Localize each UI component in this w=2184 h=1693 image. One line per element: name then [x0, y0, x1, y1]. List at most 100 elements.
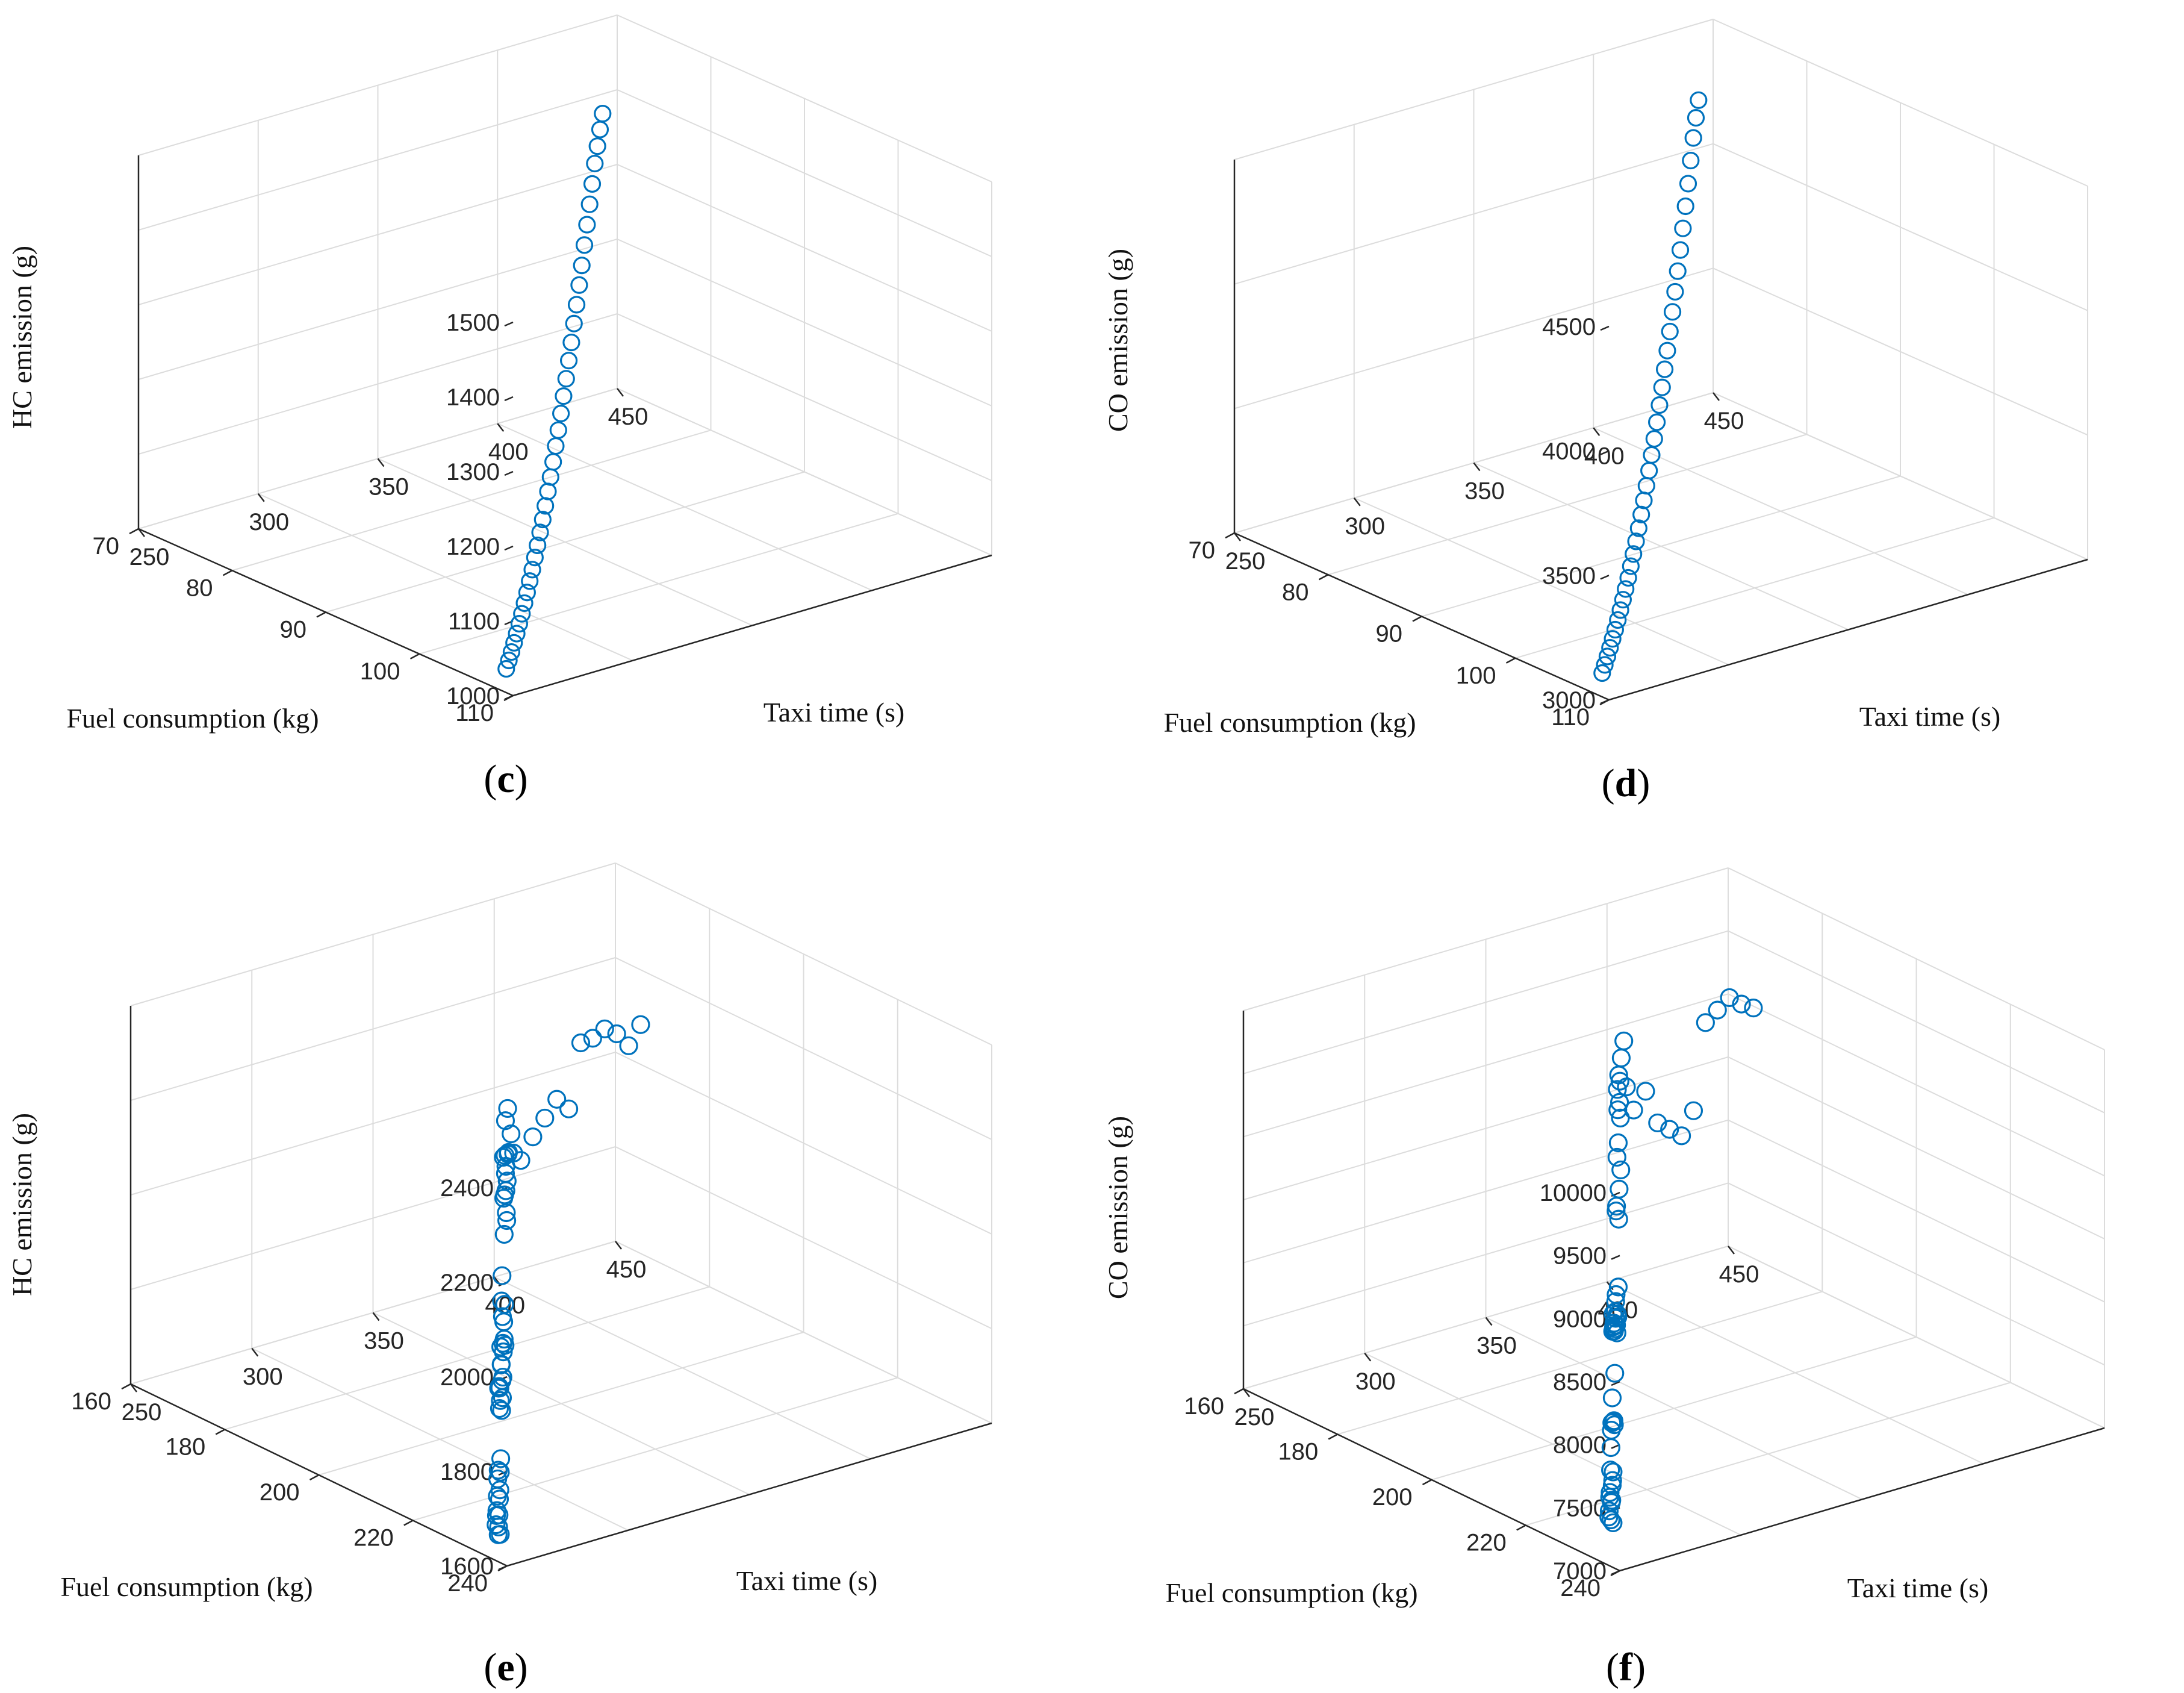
x-tick-label: 300 — [249, 509, 289, 535]
back-wall-grid-line — [130, 957, 616, 1101]
y-tick-mark — [1516, 1524, 1526, 1531]
scatter-point — [493, 1266, 512, 1285]
scatter-point — [1605, 1415, 1624, 1435]
y-tick-mark — [1318, 574, 1329, 581]
scatter-point — [491, 1449, 511, 1468]
scatter-point — [531, 523, 549, 541]
scatter-point — [1696, 1013, 1715, 1032]
scatter-point — [1607, 1147, 1626, 1167]
scatter-point — [505, 634, 523, 652]
scatter-point — [1619, 569, 1637, 587]
x-tick-mark — [1473, 462, 1481, 472]
side-wall-grid-line — [1713, 143, 2088, 311]
scatter-point — [1604, 630, 1622, 648]
z-tick-mark — [498, 1565, 508, 1571]
scatter-point — [1684, 129, 1702, 147]
z-tick-mark — [504, 470, 514, 476]
floor-grid-line — [1431, 1336, 1917, 1480]
scatter-point — [491, 1355, 511, 1374]
scatter-point — [1601, 1483, 1620, 1502]
scatter-point — [1637, 476, 1655, 495]
x-tick-mark — [1353, 497, 1361, 507]
scatter-point — [487, 1515, 506, 1535]
scatter-point — [1604, 1462, 1623, 1482]
z-tick-label: 9500 — [1553, 1243, 1607, 1270]
scatter-point — [1682, 151, 1700, 170]
scatter-series — [1593, 91, 1708, 682]
scatter-point — [1605, 1315, 1625, 1335]
scatter-point — [1610, 1093, 1629, 1112]
y-tick-mark — [129, 528, 139, 535]
scatter-point — [1648, 413, 1666, 431]
back-wall-grid-line — [138, 313, 618, 455]
scatter-point — [497, 1211, 517, 1230]
scatter-point — [1611, 1049, 1631, 1068]
scatter-point — [1622, 557, 1640, 575]
axis-lines — [129, 155, 992, 702]
y-tick-label: 110 — [455, 700, 494, 726]
scatter-point — [555, 387, 573, 405]
floor-grid-line — [224, 1286, 710, 1430]
x-axis-label: Taxi time (s) — [1859, 701, 2000, 732]
scatter-point — [1645, 430, 1663, 448]
scatter-point — [571, 1033, 591, 1053]
scatter-point — [1609, 1209, 1628, 1229]
back-wall-grid-line — [1243, 993, 1729, 1138]
scatter-point — [521, 572, 539, 590]
z-tick-label: 1400 — [446, 384, 500, 411]
scatter-point — [573, 257, 591, 275]
scatter-series — [497, 105, 612, 678]
scatter-point — [523, 561, 541, 579]
scatter-point — [490, 1378, 509, 1398]
y-axis-label: Fuel consumption (kg) — [66, 703, 319, 734]
scatter-point — [1708, 1000, 1727, 1020]
scatter-point — [539, 482, 557, 500]
x-tick-label: 450 — [1704, 408, 1744, 434]
scatter-point — [510, 615, 529, 633]
scatter-point — [498, 1099, 517, 1118]
z-tick-label: 3000 — [1542, 687, 1596, 714]
scatter-point — [1679, 175, 1697, 193]
scatter-point — [1611, 1160, 1631, 1180]
scatter-point — [490, 1489, 509, 1509]
z-tick-label: 10000 — [1540, 1180, 1607, 1206]
y-tick-label: 160 — [71, 1388, 111, 1415]
x-axis-line — [1619, 1427, 2105, 1572]
scatter-point — [1610, 1071, 1629, 1091]
scatter-point — [1658, 341, 1676, 360]
z-tick-label: 1600 — [440, 1553, 494, 1580]
x-tick-mark — [251, 1347, 259, 1357]
scatter-point — [491, 1391, 510, 1410]
side-wall-grid-line — [617, 313, 992, 481]
scatter-point — [1601, 638, 1619, 657]
scatter-point — [1663, 303, 1682, 321]
scatter-point — [1744, 999, 1763, 1018]
x-tick-label: 300 — [1345, 513, 1385, 540]
z-axis-label: HC emission (g) — [7, 246, 37, 429]
y-tick-mark — [1234, 1388, 1244, 1395]
scatter-point — [1676, 197, 1694, 216]
scatter-point — [1684, 1101, 1703, 1120]
y-tick-mark — [215, 1429, 225, 1435]
scatter-point — [1609, 611, 1627, 629]
side-wall-grid-line — [617, 89, 992, 257]
scatter-point — [1599, 1501, 1619, 1521]
scatter-point — [1596, 656, 1614, 674]
scatter-point — [1602, 1491, 1622, 1510]
x-tick-label: 300 — [243, 1364, 283, 1390]
y-tick-label: 100 — [1456, 663, 1496, 689]
scatter-point — [1674, 219, 1692, 237]
y-tick-label: 200 — [260, 1479, 300, 1506]
z-tick-label: 1000 — [446, 683, 500, 709]
back-wall-grid-line — [138, 14, 618, 156]
scatter-point — [1690, 91, 1708, 109]
scatter-point — [1608, 1080, 1627, 1099]
y-tick-mark — [1328, 1433, 1338, 1440]
y-tick-label: 70 — [93, 533, 120, 560]
scatter-point — [544, 453, 562, 471]
scatter-point — [547, 1090, 567, 1109]
scatter-point — [495, 1185, 514, 1205]
scatter-point — [1607, 1285, 1626, 1305]
z-tick-mark — [1611, 1380, 1620, 1386]
scatter-point — [497, 1203, 516, 1223]
